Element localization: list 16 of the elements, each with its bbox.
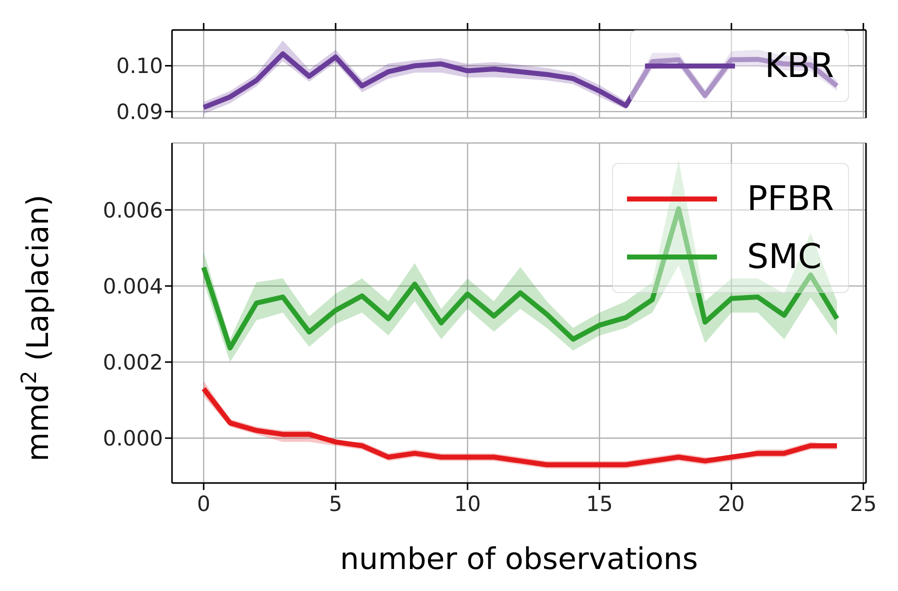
x-tick-label: 25 bbox=[850, 492, 877, 516]
x-tick-label: 15 bbox=[586, 492, 613, 516]
y-tick-label: 0.004 bbox=[102, 274, 163, 298]
x-tick-label: 5 bbox=[328, 492, 342, 516]
x-axis-title: number of observations bbox=[340, 542, 698, 577]
x-tick-label: 20 bbox=[718, 492, 745, 516]
y-tick-label: 0.09 bbox=[116, 100, 163, 124]
y-tick-label: 0.002 bbox=[102, 350, 163, 375]
y-tick-label: 0.10 bbox=[116, 54, 163, 78]
y-tick-label: 0.000 bbox=[102, 426, 163, 451]
x-tick-label: 0 bbox=[196, 492, 210, 516]
legend-label: SMC bbox=[746, 237, 822, 277]
x-tick-label: 10 bbox=[454, 492, 481, 516]
legend-label: KBR bbox=[764, 46, 834, 86]
legend-label: PFBR bbox=[746, 179, 834, 219]
y-tick-label: 0.006 bbox=[102, 198, 163, 222]
